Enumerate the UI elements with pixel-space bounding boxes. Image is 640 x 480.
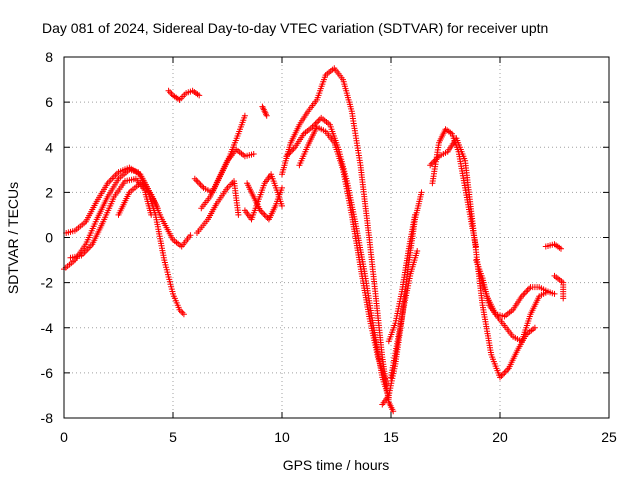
data-layer: [61, 65, 567, 415]
data-point-markers: [244, 180, 285, 223]
y-tick-label: 8: [45, 49, 53, 65]
series-track-h: [198, 146, 257, 212]
data-point-markers: [385, 211, 418, 345]
ticks: 0 5 10 15 20 25 -8 -6 -4 -2 0 2 4 6 8: [41, 49, 617, 445]
x-tick-label: 20: [492, 429, 508, 445]
series-track-w: [542, 241, 564, 252]
x-tick-label: 10: [274, 429, 290, 445]
y-tick-label: 4: [45, 139, 53, 155]
series-track-l: [279, 65, 397, 415]
series-track-q: [388, 248, 421, 381]
y-axis-title: SDTVAR / TECUs: [5, 182, 21, 294]
series-track-d: [115, 180, 161, 218]
y-tick-label: 6: [45, 94, 53, 110]
series-track-j: [244, 180, 285, 223]
x-tick-label: 5: [169, 429, 177, 445]
data-point-markers: [198, 146, 257, 212]
series-track-k: [259, 103, 270, 119]
y-tick-label: -8: [41, 410, 54, 426]
series-track-n: [296, 123, 390, 388]
chart-title: Day 081 of 2024, Sidereal Day-to-day VTE…: [42, 20, 548, 36]
data-point-markers: [165, 87, 203, 103]
series-track-s: [427, 135, 538, 381]
y-tick-label: -6: [41, 365, 54, 381]
series-track-u: [475, 266, 551, 345]
data-point-markers: [388, 248, 421, 381]
series-track-e: [165, 87, 203, 103]
data-point-markers: [551, 272, 567, 302]
data-point-markers: [194, 178, 242, 236]
data-point-markers: [115, 180, 161, 218]
data-point-markers: [427, 135, 538, 381]
data-point-markers: [279, 65, 397, 415]
data-point-markers: [296, 123, 390, 388]
x-tick-label: 25: [601, 429, 617, 445]
data-point-markers: [475, 266, 551, 345]
y-tick-label: -2: [41, 275, 54, 291]
x-axis-title: GPS time / hours: [283, 457, 390, 473]
y-tick-label: 2: [45, 184, 53, 200]
data-point-markers: [542, 241, 564, 252]
x-tick-label: 0: [60, 429, 68, 445]
series-track-v: [551, 272, 567, 302]
y-tick-label: -4: [41, 320, 54, 336]
x-tick-label: 15: [383, 429, 399, 445]
series-track-f: [194, 178, 242, 236]
data-point-markers: [259, 103, 270, 119]
y-tick-label: 0: [45, 230, 53, 246]
series-track-p: [385, 211, 418, 345]
